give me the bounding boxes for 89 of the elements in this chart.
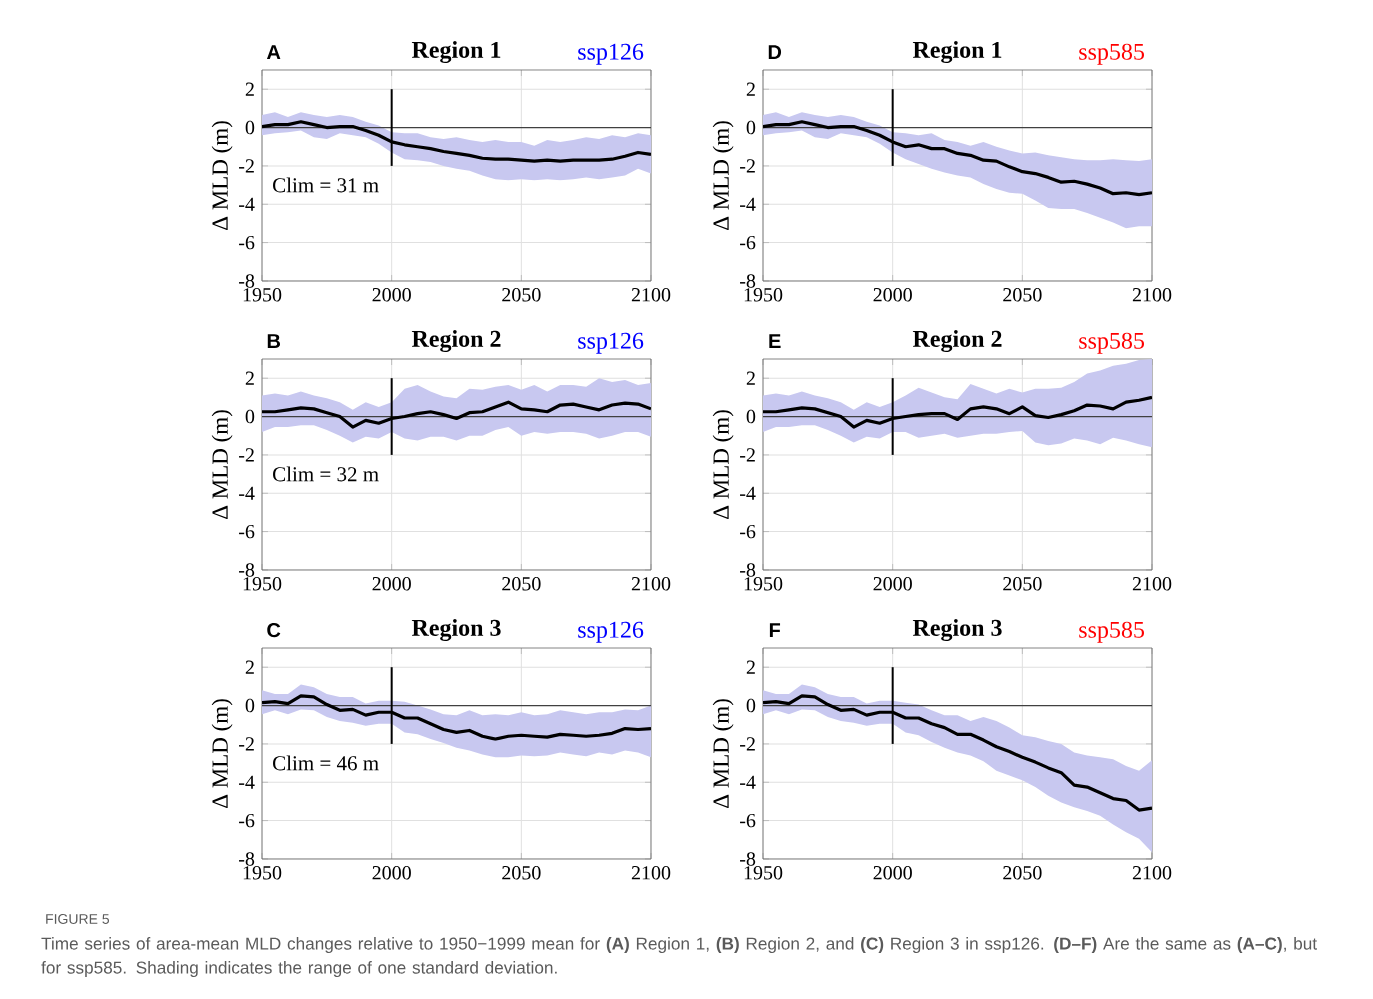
y-axis-title: Δ MLD (m) (712, 699, 734, 808)
x-tick-label: 2000 (372, 577, 411, 591)
y-tick-label: 2 (245, 371, 254, 385)
x-tick-label: 1950 (243, 288, 282, 302)
x-tick-label: 2050 (1003, 577, 1042, 591)
annotation: Clim = 46 m (273, 755, 379, 771)
chart-subtitle: ssp585 (1079, 332, 1144, 354)
x-tick-label: 2100 (631, 866, 671, 880)
x-tick-label: 2100 (631, 577, 671, 591)
x-tick-label: 2100 (1132, 288, 1172, 302)
y-tick-label: -8 (740, 563, 756, 577)
chart-subtitle: ssp126 (578, 621, 644, 643)
chart-title: Region 2 (912, 330, 1002, 353)
x-tick-label: 1950 (744, 866, 783, 880)
y-tick-label: -2 (740, 448, 755, 462)
annotation: Clim = 31 m (273, 177, 379, 193)
text: Time series of area-mean MLD changes relative to 1950−1999 mean for (A) Region 1, (B) Region 2, and (C) Region 3 in ssp126. (D–F) Are the same as (A–C), but for ssp585. Shading indicates the range of one standard deviation. (41, 937, 1317, 978)
y-tick-label: -6 (740, 813, 756, 828)
y-tick-label: 2 (746, 82, 755, 96)
y-axis-title: Δ MLD (m) (712, 410, 734, 519)
y-axis-title: Δ MLD (m) (211, 699, 233, 808)
x-tick-label: 1950 (243, 577, 282, 591)
x-tick-label: 2100 (1132, 577, 1172, 591)
y-tick-label: -6 (239, 235, 255, 250)
x-tick-label: 2050 (1003, 288, 1042, 302)
y-tick-label: 0 (746, 120, 756, 135)
y-tick-label: 0 (746, 409, 756, 424)
y-tick-label: 0 (245, 120, 255, 135)
annotation: Clim = 32 m (273, 466, 379, 482)
y-tick-label: 0 (245, 698, 255, 713)
chart-title: Region 1 (411, 41, 501, 64)
x-tick-label: 2000 (372, 866, 411, 880)
y-tick-label: -4 (740, 775, 756, 789)
y-axis-title: Δ MLD (m) (211, 121, 233, 230)
x-tick-label: 1950 (744, 577, 783, 591)
x-tick-label: 2050 (502, 577, 541, 591)
y-tick-label: -6 (239, 813, 255, 828)
x-tick-label: 2000 (873, 577, 912, 591)
y-tick-label: -6 (239, 524, 255, 539)
x-tick-label: 2050 (502, 288, 541, 302)
text: FIGURE 5 (46, 914, 110, 924)
y-tick-label: 2 (245, 82, 254, 96)
chart-subtitle: ssp126 (578, 43, 644, 65)
y-tick-label: -4 (239, 486, 255, 500)
y-tick-label: 0 (245, 409, 255, 424)
y-tick-label: 0 (746, 698, 756, 713)
y-tick-label: -2 (239, 159, 254, 173)
y-tick-label: -2 (239, 737, 254, 751)
y-tick-label: -6 (740, 524, 756, 539)
y-tick-label: -8 (740, 852, 756, 866)
chart-title: Region 2 (411, 330, 501, 353)
x-tick-label: 1950 (243, 866, 282, 880)
y-axis-title: Δ MLD (m) (712, 121, 734, 230)
text: C (267, 622, 281, 638)
text: B (267, 334, 280, 348)
x-tick-label: 2050 (1003, 866, 1042, 880)
x-tick-label: 2100 (1132, 866, 1172, 880)
chart-title: Region 1 (912, 41, 1002, 64)
x-tick-label: 2050 (502, 866, 541, 880)
y-tick-label: -8 (239, 852, 255, 866)
x-tick-label: 2100 (631, 288, 671, 302)
y-tick-label: -2 (740, 737, 755, 751)
y-tick-label: -8 (239, 274, 255, 288)
y-tick-label: -4 (239, 197, 255, 211)
y-tick-label: -2 (740, 159, 755, 173)
y-tick-label: -6 (740, 235, 756, 250)
text: F (769, 623, 781, 637)
y-tick-label: -8 (740, 274, 756, 288)
text: D (768, 45, 782, 59)
chart-subtitle: ssp585 (1079, 621, 1144, 643)
chart-subtitle: ssp126 (578, 332, 644, 354)
x-tick-label: 1950 (744, 288, 783, 302)
y-tick-label: 2 (746, 660, 755, 674)
y-tick-label: 2 (245, 660, 254, 674)
y-tick-label: -4 (239, 775, 255, 789)
y-axis-title: Δ MLD (m) (211, 410, 233, 519)
y-tick-label: -8 (239, 563, 255, 577)
x-tick-label: 2000 (372, 288, 411, 302)
chart-title: Region 3 (411, 619, 501, 642)
x-tick-label: 2000 (873, 288, 912, 302)
y-tick-label: -2 (239, 448, 254, 462)
text: A (266, 45, 281, 59)
chart-subtitle: ssp585 (1079, 43, 1144, 65)
text: E (769, 334, 781, 348)
chart-title: Region 3 (912, 619, 1002, 642)
y-tick-label: -4 (740, 197, 756, 211)
y-tick-label: 2 (746, 371, 755, 385)
x-tick-label: 2000 (873, 866, 912, 880)
y-tick-label: -4 (740, 486, 756, 500)
